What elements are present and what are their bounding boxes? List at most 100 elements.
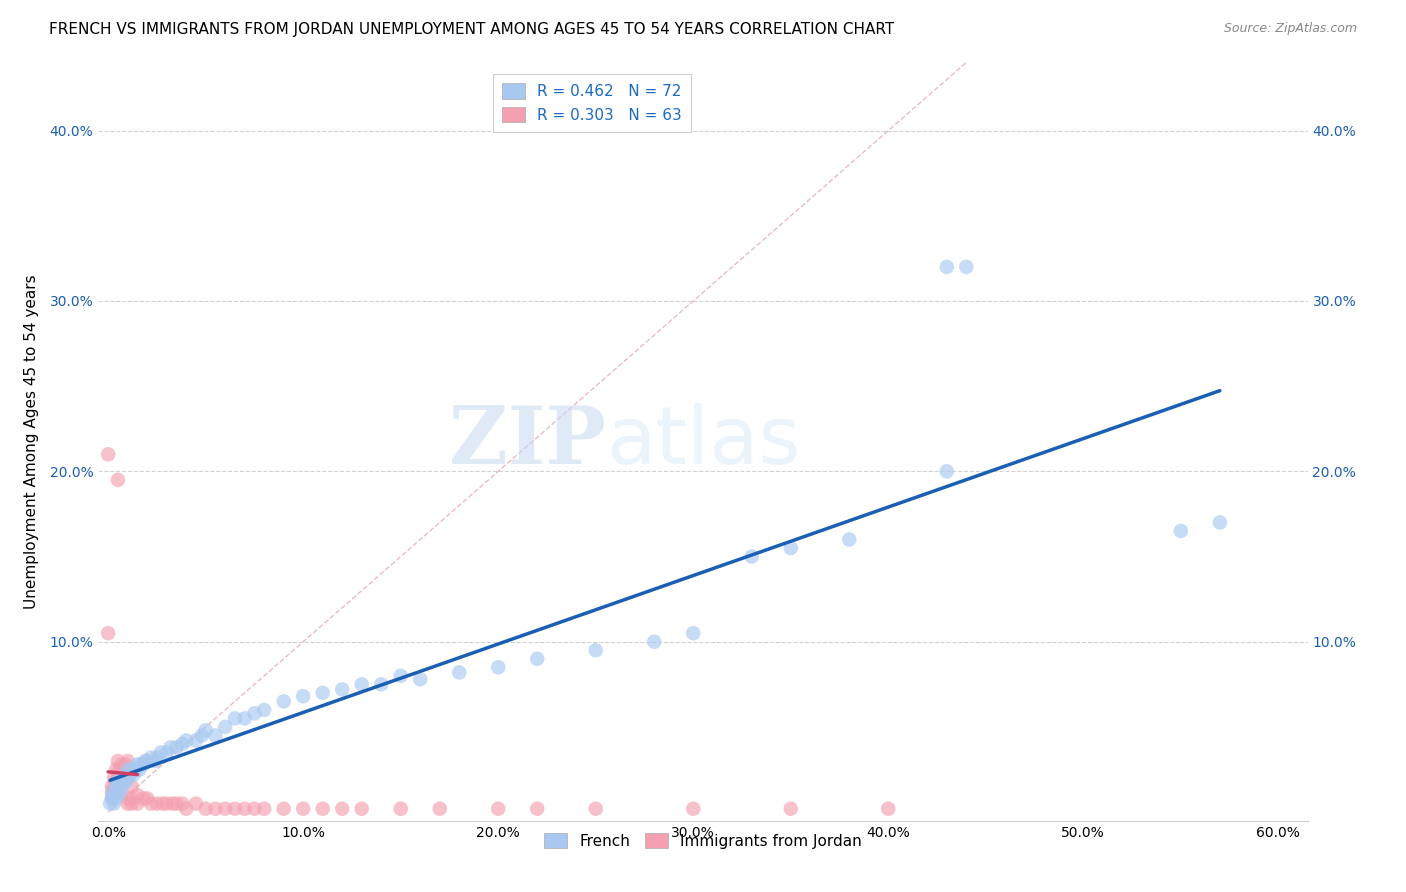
Point xyxy=(486,802,509,816)
Point xyxy=(233,802,256,816)
Point xyxy=(117,754,139,768)
Point xyxy=(97,447,120,461)
Text: Source: ZipAtlas.com: Source: ZipAtlas.com xyxy=(1223,22,1357,36)
Point xyxy=(174,733,197,747)
Point xyxy=(108,780,131,794)
Point xyxy=(132,791,155,805)
Point xyxy=(194,802,217,816)
Point xyxy=(682,626,704,640)
Point xyxy=(143,754,166,768)
Point xyxy=(136,754,159,768)
Point xyxy=(149,746,172,760)
Point xyxy=(204,728,226,742)
Point xyxy=(172,797,194,811)
Point xyxy=(101,791,124,805)
Point xyxy=(682,802,704,816)
Point xyxy=(409,672,432,686)
Point xyxy=(779,541,801,555)
Point xyxy=(122,767,145,781)
Point xyxy=(429,802,451,816)
Point xyxy=(312,686,335,700)
Point xyxy=(191,728,214,742)
Point xyxy=(107,780,129,794)
Point xyxy=(350,677,373,691)
Point xyxy=(104,785,127,799)
Point xyxy=(117,763,139,777)
Point xyxy=(585,643,607,657)
Point xyxy=(224,802,246,816)
Point xyxy=(112,774,135,789)
Point xyxy=(127,797,149,811)
Point xyxy=(233,711,256,725)
Point xyxy=(172,737,194,751)
Point xyxy=(224,711,246,725)
Point xyxy=(101,785,124,799)
Point xyxy=(165,797,187,811)
Point xyxy=(121,791,143,805)
Point xyxy=(103,788,125,802)
Point xyxy=(124,763,146,777)
Point xyxy=(108,774,131,789)
Point xyxy=(103,771,125,785)
Point xyxy=(111,757,134,772)
Point xyxy=(253,703,276,717)
Point xyxy=(103,780,125,794)
Point xyxy=(1209,516,1232,530)
Point xyxy=(955,260,977,274)
Point xyxy=(585,802,607,816)
Point xyxy=(526,802,548,816)
Point xyxy=(108,763,131,777)
Point xyxy=(114,757,136,772)
Point xyxy=(243,802,266,816)
Point xyxy=(350,802,373,816)
Point xyxy=(103,797,125,811)
Point xyxy=(292,802,315,816)
Point xyxy=(132,757,155,772)
Point xyxy=(114,774,136,789)
Point xyxy=(162,797,184,811)
Text: FRENCH VS IMMIGRANTS FROM JORDAN UNEMPLOYMENT AMONG AGES 45 TO 54 YEARS CORRELAT: FRENCH VS IMMIGRANTS FROM JORDAN UNEMPLO… xyxy=(49,22,894,37)
Point xyxy=(104,785,127,799)
Point xyxy=(741,549,763,564)
Point xyxy=(112,771,135,785)
Point xyxy=(118,767,141,781)
Point xyxy=(136,791,159,805)
Point xyxy=(111,774,134,789)
Point xyxy=(214,720,236,734)
Point xyxy=(127,757,149,772)
Point xyxy=(107,774,129,789)
Point xyxy=(111,780,134,794)
Point xyxy=(107,780,129,794)
Point xyxy=(112,771,135,785)
Point xyxy=(449,665,471,680)
Text: atlas: atlas xyxy=(606,402,800,481)
Point xyxy=(877,802,900,816)
Point xyxy=(389,669,412,683)
Point xyxy=(156,797,179,811)
Point xyxy=(389,802,412,816)
Point xyxy=(779,802,801,816)
Point xyxy=(101,788,124,802)
Point xyxy=(174,802,197,816)
Point xyxy=(243,706,266,721)
Point xyxy=(643,634,665,648)
Legend: French, Immigrants from Jordan: French, Immigrants from Jordan xyxy=(538,827,868,855)
Point xyxy=(112,763,135,777)
Point xyxy=(114,767,136,781)
Point xyxy=(526,652,548,666)
Point xyxy=(107,771,129,785)
Point xyxy=(107,473,129,487)
Point xyxy=(184,733,207,747)
Point xyxy=(146,797,169,811)
Point xyxy=(104,791,127,805)
Point xyxy=(156,746,179,760)
Text: ZIP: ZIP xyxy=(450,402,606,481)
Point xyxy=(330,802,353,816)
Point xyxy=(370,677,392,691)
Point xyxy=(101,780,124,794)
Point xyxy=(165,740,187,755)
Point xyxy=(127,788,149,802)
Point xyxy=(194,723,217,738)
Point xyxy=(97,626,120,640)
Point xyxy=(107,754,129,768)
